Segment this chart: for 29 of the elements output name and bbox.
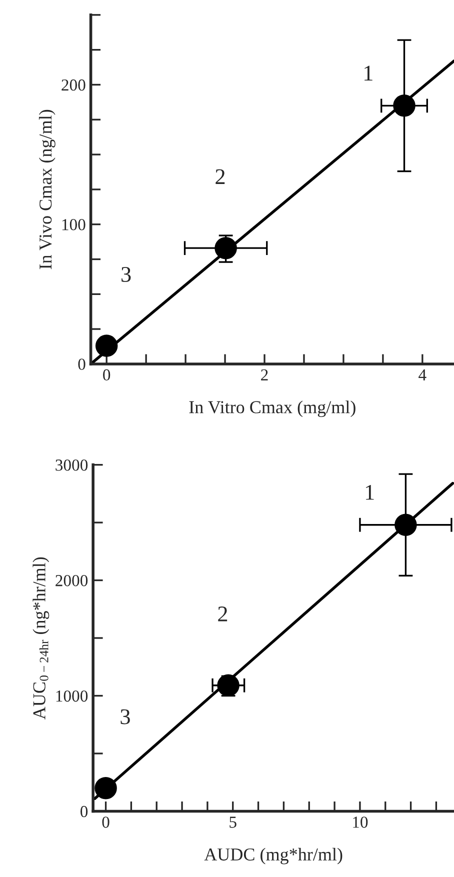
y-axis-title: In Vivo Cmax (ng/ml) <box>38 110 56 270</box>
annotation: 1 <box>366 484 374 500</box>
y-tick-label: 1000 <box>56 690 88 702</box>
y-tick-label: 100 <box>62 219 86 230</box>
y-axis-title: AUC$_{0−24hr}$ (ng*hr/ml) <box>32 557 50 720</box>
x-tick-label: 10 <box>353 816 368 828</box>
x-axis-title: AUDC (mg*hr/ml) <box>204 848 342 864</box>
annotation: 3 <box>120 709 130 724</box>
x-tick-label: 2 <box>261 369 268 380</box>
point <box>394 514 417 536</box>
y-tick-label: 0 <box>80 806 88 818</box>
annotation: 2 <box>216 169 225 184</box>
y-tick-label: 200 <box>62 79 86 91</box>
x-tick-label: 5 <box>230 816 236 828</box>
y-tick-label: 0 <box>78 358 86 370</box>
y-tick-label: 2000 <box>56 574 88 586</box>
x-tick-label: 0 <box>102 816 110 828</box>
point <box>95 334 118 357</box>
annotation: 2 <box>218 606 228 622</box>
y-tick-label: 3000 <box>56 460 88 471</box>
x-tick-label: 4 <box>418 369 426 380</box>
x-axis-title: In Vitro Cmax (mg/ml) <box>189 400 356 418</box>
point <box>94 777 117 800</box>
x-tick-label: 0 <box>103 369 110 381</box>
point <box>214 236 237 260</box>
annotation: 1 <box>364 66 372 80</box>
annotation: 3 <box>122 266 131 282</box>
point <box>393 94 416 117</box>
point <box>217 674 240 696</box>
